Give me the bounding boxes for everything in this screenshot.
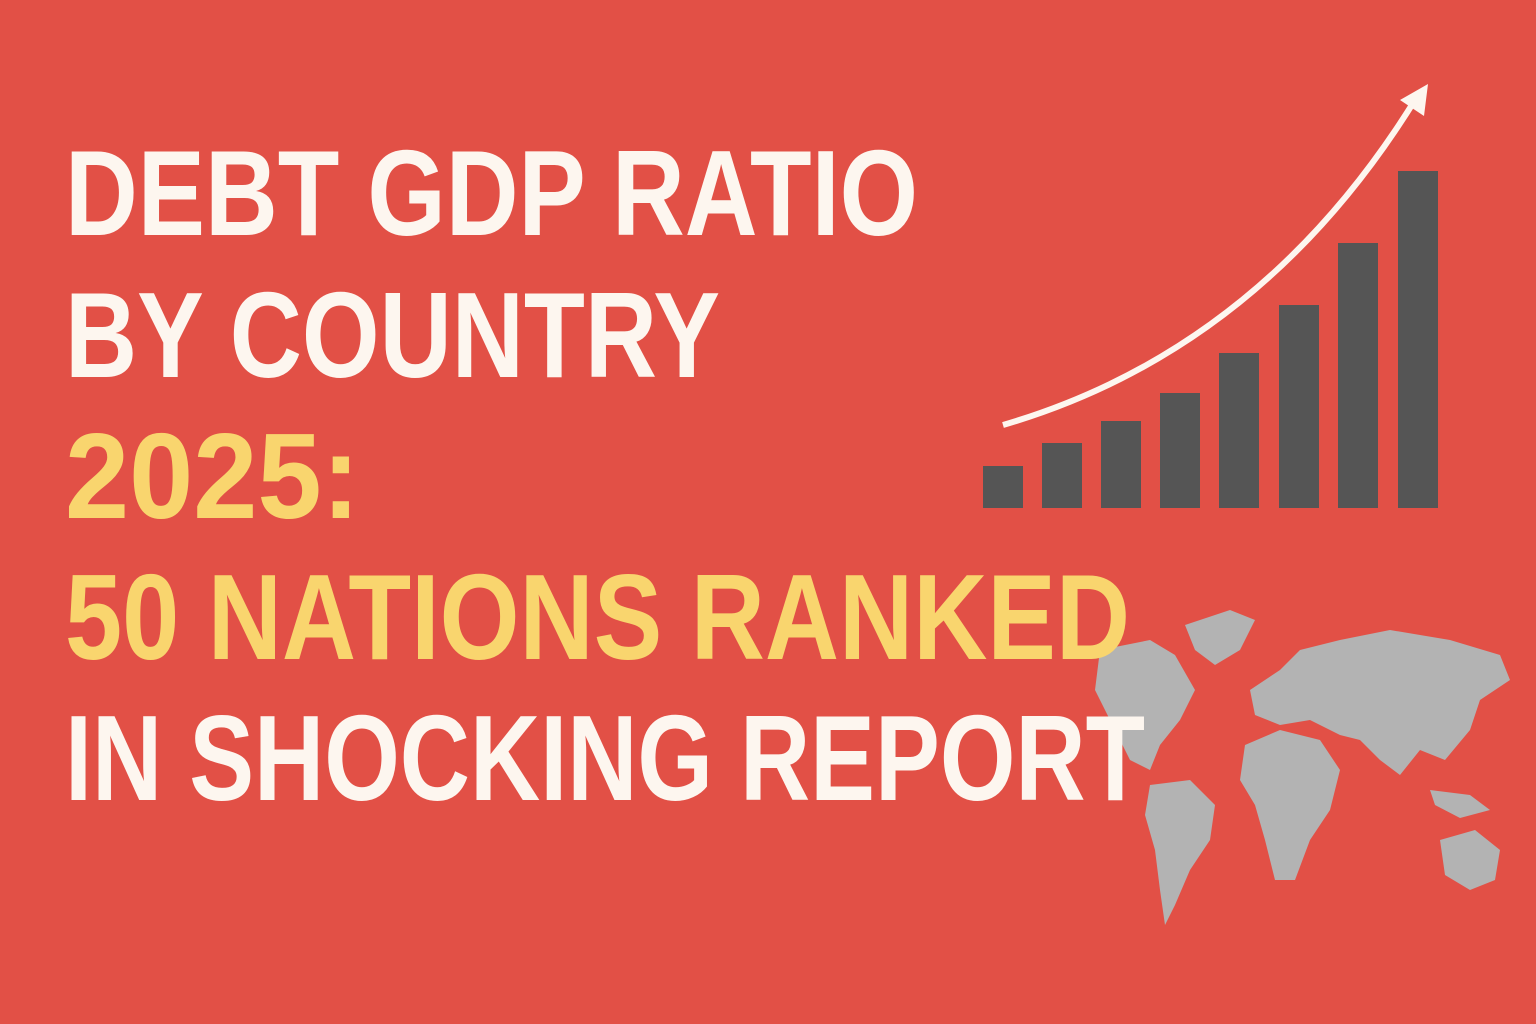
headline-line: BY COUNTRY xyxy=(65,267,720,403)
headline-line: DEBT GDP RATIO xyxy=(65,125,918,261)
trend-arrow xyxy=(1002,98,1418,428)
world-map xyxy=(1095,610,1510,925)
bar-icon xyxy=(983,171,1438,508)
headline-line: 50 NATIONS RANKED xyxy=(65,549,1130,685)
arrow-head xyxy=(1400,84,1428,116)
headline-line: IN SHOCKING REPORT xyxy=(65,690,1145,826)
headline-line: 2025: xyxy=(65,408,360,544)
